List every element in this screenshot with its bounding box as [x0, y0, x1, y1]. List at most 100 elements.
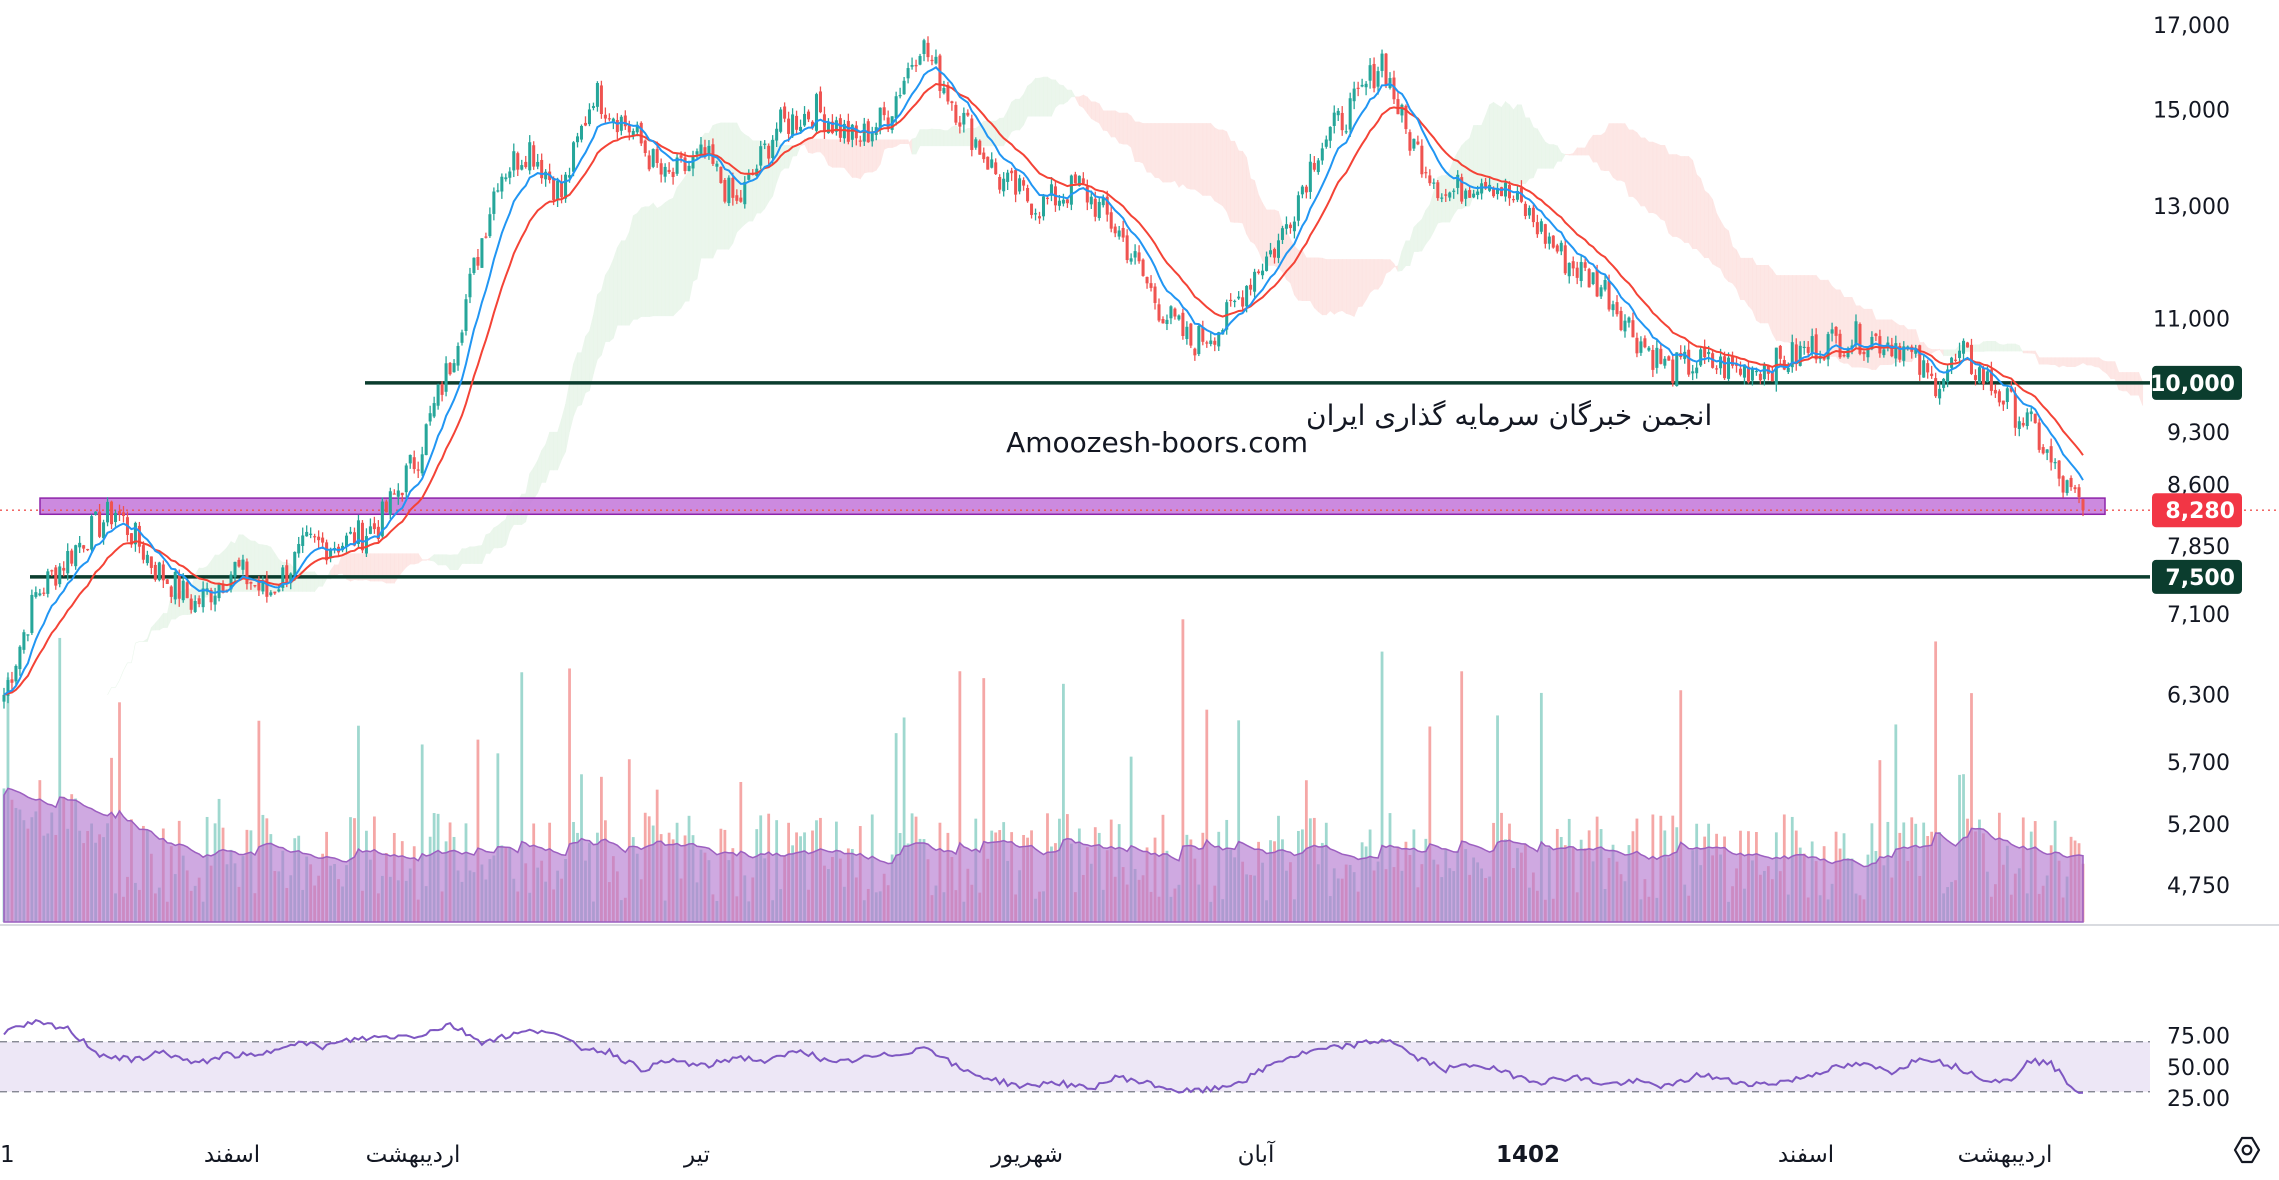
cloud-segment — [1505, 101, 1510, 189]
candle-body — [488, 214, 492, 237]
cloud-segment — [1608, 123, 1614, 179]
candle-body — [986, 156, 990, 170]
candle-body — [440, 383, 444, 395]
price-axis[interactable]: 17,00015,00013,00011,0009,3008,6007,8507… — [2153, 14, 2230, 899]
candle-body — [556, 180, 560, 200]
candle-body — [1392, 77, 1396, 100]
candle-body — [1014, 170, 1018, 195]
cloud-segment — [1572, 147, 1578, 156]
cloud-segment — [1660, 145, 1666, 222]
candle-up — [814, 92, 818, 134]
candle-body — [1862, 351, 1866, 355]
candle-down — [1969, 338, 1974, 376]
candle-body — [1794, 344, 1798, 365]
candle-down — [2069, 475, 2073, 491]
candle-body — [2069, 477, 2073, 488]
candle-down — [1838, 329, 1842, 359]
cloud-segment — [119, 670, 124, 681]
cloud-segment — [1541, 134, 1546, 169]
candle-up — [193, 595, 197, 613]
candle-body — [1547, 236, 1551, 244]
candle-body — [277, 589, 281, 592]
cloud-segment — [1999, 343, 2004, 352]
candle-body — [922, 40, 926, 54]
cloud-segment — [1194, 123, 1200, 193]
candle-down — [795, 110, 799, 135]
candle-body — [169, 586, 173, 597]
cloud-segment — [2074, 357, 2080, 368]
cloud-segment — [1079, 94, 1084, 109]
candle-body — [468, 273, 472, 298]
candle-up — [520, 159, 524, 171]
candle-down — [237, 557, 241, 568]
candle-up — [66, 543, 70, 581]
candle-body — [763, 143, 767, 145]
volume-bar-down — [1878, 760, 1882, 922]
cloud-segment — [2070, 357, 2076, 367]
time-tick-label: اسفند — [1778, 1142, 1834, 1168]
candle-body — [2061, 476, 2065, 493]
candle-body — [1563, 245, 1567, 274]
cloud-segment — [533, 460, 538, 500]
candle-up — [803, 106, 807, 127]
cloud-segment — [1521, 104, 1526, 184]
candle-body — [1201, 326, 1205, 342]
candle-body — [2045, 449, 2049, 453]
candle-up — [488, 207, 492, 238]
candle-up — [1623, 314, 1627, 338]
candle-up — [1380, 49, 1384, 78]
candle-body — [213, 595, 217, 605]
candle-down — [1045, 195, 1049, 205]
candle-down — [723, 177, 727, 204]
candle-body — [1643, 338, 1647, 348]
candle-body — [70, 550, 74, 564]
cloud-segment — [1298, 249, 1303, 302]
candle-up — [1762, 362, 1766, 386]
candle-body — [1149, 283, 1153, 288]
candle-body — [209, 589, 213, 603]
cloud-segment — [824, 138, 829, 166]
cloud-segment — [1182, 123, 1188, 189]
candle-body — [687, 165, 691, 172]
rsi-axis[interactable]: 75.00 50.00 25.00 — [2167, 1025, 2230, 1113]
cloud-segment — [2062, 357, 2068, 368]
candle-body — [117, 511, 122, 515]
cloud-segment — [2106, 361, 2112, 380]
candle-body — [894, 96, 898, 119]
cloud-segment — [1772, 268, 1777, 342]
candle-body — [1396, 99, 1400, 115]
cloud-segment — [159, 612, 164, 631]
cloud-segment — [1377, 259, 1383, 291]
candle-body — [1348, 98, 1352, 130]
rsi-line — [3, 1018, 2084, 1094]
candle-down — [265, 571, 269, 603]
settings-gear-icon[interactable] — [2229, 1132, 2265, 1168]
candle-down — [966, 109, 970, 117]
candle-body — [691, 156, 695, 169]
candle-body — [1229, 299, 1233, 302]
cloud-segment — [441, 554, 447, 566]
candle-down — [1858, 322, 1862, 356]
cloud-segment — [1055, 79, 1060, 108]
cloud-segment — [1425, 203, 1431, 245]
candle-up — [26, 634, 30, 642]
candle-body — [611, 118, 615, 122]
volume-bar-down — [627, 759, 631, 922]
volume-bar-down — [958, 671, 962, 922]
time-axis[interactable]: 1 اسفند اردیبهشت تیر شهریور آبان 1402 اسفند اردی… — [0, 1140, 2052, 1168]
candle-body — [532, 145, 536, 167]
candle-up — [1002, 172, 1006, 197]
candle-body — [1858, 324, 1862, 354]
candle-down — [2081, 498, 2085, 517]
cloud-segment — [1636, 131, 1642, 207]
candle-up — [1041, 193, 1046, 221]
candle-body — [38, 593, 42, 596]
candle-down — [185, 578, 189, 599]
candle-body — [1081, 178, 1085, 184]
cloud-segment — [1023, 85, 1028, 126]
candle-up — [1946, 363, 1950, 388]
candle-body — [615, 120, 619, 133]
cloud-segment — [2058, 357, 2064, 368]
candle-body — [2073, 487, 2077, 490]
